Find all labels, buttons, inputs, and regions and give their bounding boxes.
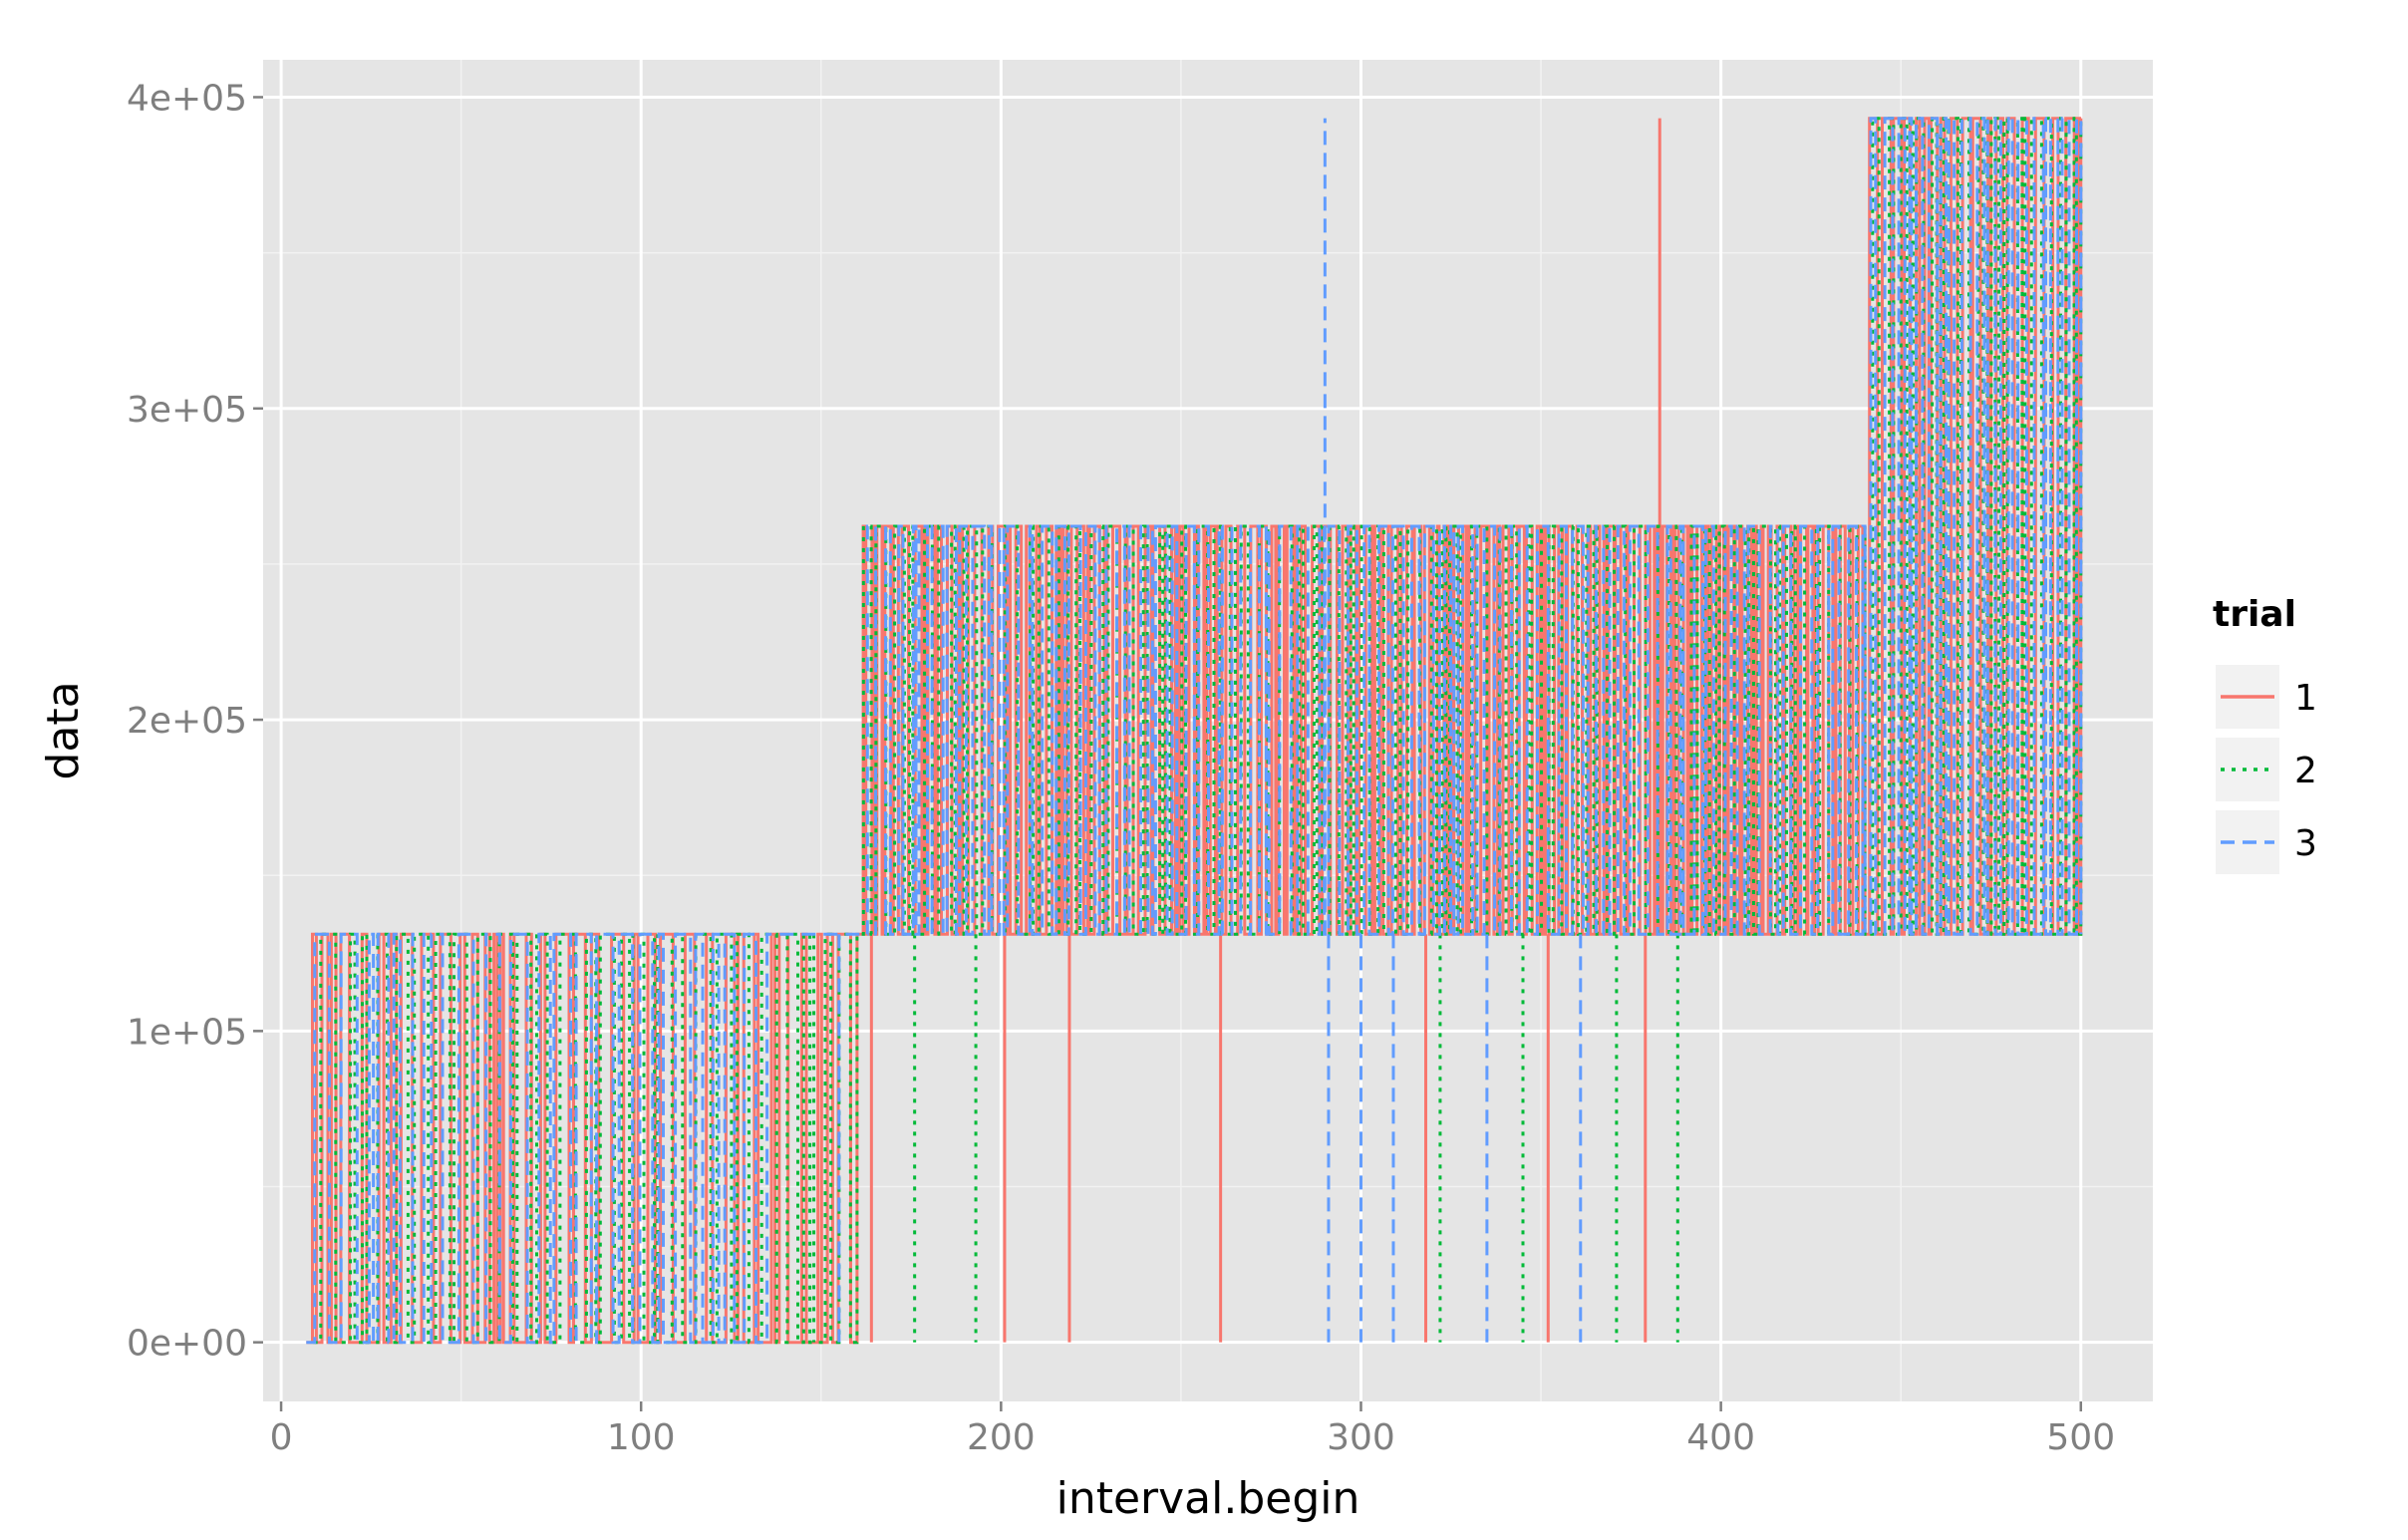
legend-label-3: 3 (2294, 823, 2317, 864)
axes: 0 100 200 300 400 500 0e+00 1e+05 2e+05 3e+05 4e+0… (127, 78, 2115, 1458)
legend-label-2: 2 (2294, 751, 2317, 791)
legend-label-1: 1 (2294, 678, 2317, 719)
x-tick-label: 400 (1686, 1417, 1755, 1458)
x-axis-title: interval.begin (1056, 1473, 1360, 1524)
x-tick-label: 500 (2046, 1417, 2115, 1458)
x-tick-label: 0 (270, 1417, 293, 1458)
x-tick-label: 100 (607, 1417, 676, 1458)
legend-items: 1 2 3 (2214, 663, 2317, 876)
y-axis-title: data (38, 681, 89, 779)
series-3-line (306, 117, 2083, 1345)
y-tick-label: 0e+00 (127, 1324, 247, 1365)
y-tick-label: 3e+05 (127, 390, 247, 431)
y-tick-label: 2e+05 (127, 701, 247, 742)
legend-key-2 (2214, 736, 2281, 803)
x-tick-label: 300 (1327, 1417, 1395, 1458)
data-series (306, 117, 2083, 1345)
x-tick-label: 200 (967, 1417, 1036, 1458)
legend: trial 1 2 3 (2213, 594, 2317, 876)
legend-title: trial (2213, 594, 2296, 635)
y-tick-label: 1e+05 (127, 1012, 247, 1053)
y-tick-label: 4e+05 (127, 78, 247, 119)
